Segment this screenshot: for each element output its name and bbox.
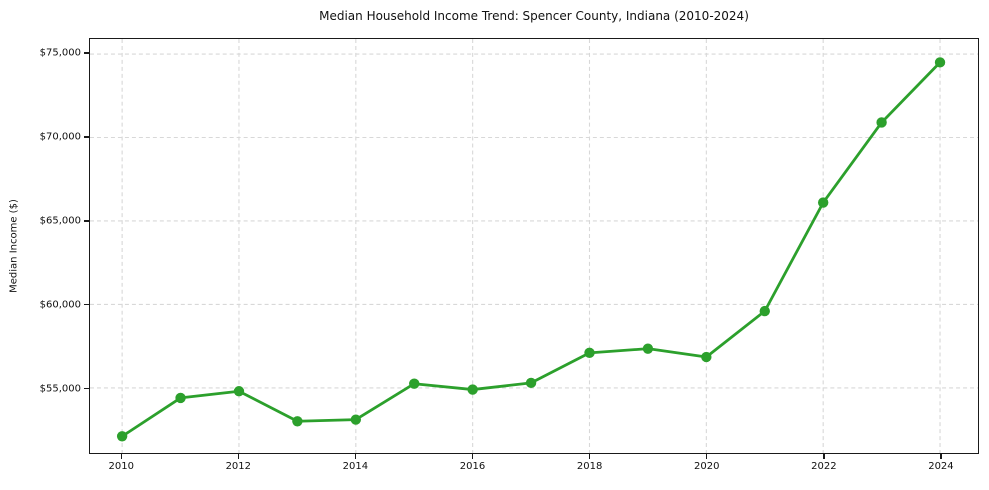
data-point-2015: [409, 378, 420, 389]
data-point-2024: [934, 57, 946, 68]
line-chart-canvas: [90, 39, 978, 453]
y-tick-mark: [84, 387, 89, 390]
data-point-2017: [525, 377, 537, 389]
x-tick-mark: [237, 454, 239, 459]
y-tick-mark: [84, 304, 89, 306]
y-tick-mark: [84, 52, 89, 54]
data-point-2010: [116, 431, 128, 442]
x-tick-label: 2020: [693, 461, 720, 472]
data-point-2013: [292, 416, 303, 427]
data-point-2011: [175, 392, 186, 404]
y-tick-label: $60,000: [39, 299, 81, 311]
data-point-2016: [467, 384, 478, 395]
x-tick-mark: [823, 454, 825, 459]
x-tick-mark: [354, 454, 357, 459]
y-axis-label: Median Income ($): [8, 199, 20, 293]
data-point-2020: [701, 351, 712, 363]
data-point-2022: [817, 197, 829, 208]
x-tick-mark: [706, 454, 708, 459]
x-tick-label: 2024: [928, 461, 954, 472]
x-tick-label: 2022: [811, 461, 837, 472]
x-tick-mark: [471, 454, 474, 459]
x-tick-mark: [588, 454, 591, 459]
x-tick-label: 2010: [108, 461, 134, 472]
x-tick-label: 2018: [576, 461, 603, 472]
chart-title: Median Household Income Trend: Spencer C…: [319, 9, 749, 23]
x-tick-label: 2014: [342, 461, 369, 472]
data-point-2021: [759, 305, 770, 317]
y-tick-label: $55,000: [39, 383, 81, 395]
data-point-2019: [642, 343, 654, 354]
data-point-2014: [350, 414, 362, 425]
y-tick-label: $70,000: [39, 131, 81, 143]
x-tick-mark: [940, 454, 942, 459]
y-tick-mark: [84, 220, 89, 222]
data-point-2018: [584, 347, 595, 359]
y-tick-label: $75,000: [39, 47, 81, 59]
y-tick-mark: [84, 136, 89, 138]
plot-area: [89, 38, 979, 454]
x-tick-mark: [120, 454, 122, 459]
data-point-2012: [233, 386, 245, 397]
x-tick-label: 2016: [459, 461, 486, 472]
y-tick-label: $65,000: [39, 215, 81, 227]
data-point-2023: [876, 117, 887, 128]
x-tick-label: 2012: [225, 461, 252, 472]
